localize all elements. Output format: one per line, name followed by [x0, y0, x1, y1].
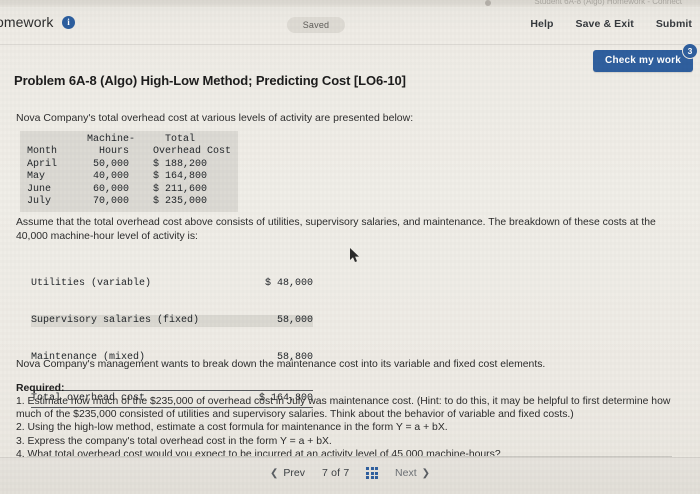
chevron-right-icon: ❯: [421, 467, 431, 479]
breakdown-label: Supervisory salaries (fixed): [31, 315, 200, 327]
table-row-total: Total overhead cost $ 164,800: [31, 390, 313, 408]
page-indicator: 7 of 7: [321, 467, 350, 479]
breakdown-value: 58,800: [276, 352, 313, 364]
app-header: omework i Saved Help Save & Exit Submit: [0, 7, 700, 45]
activity-levels-table: Machine- Total Month Hours Overhead Cost…: [20, 131, 239, 213]
browser-tab-title: Student 6A-8 (Algo) Homework - Connect: [534, 0, 682, 6]
list-item: 3. Express the company's total overhead …: [16, 435, 332, 447]
pager: ❮ Prev 7 of 7 Next ❯: [270, 467, 430, 479]
save-exit-link[interactable]: Save & Exit: [575, 18, 634, 30]
required-list: 1. Estimate how much of the $235,000 of …: [16, 395, 688, 461]
grid-icon[interactable]: [366, 467, 379, 479]
check-my-work-wrapper: Check my work 3: [593, 43, 698, 72]
header-links: Help Save & Exit Submit: [530, 18, 692, 30]
breakdown-label: Utilities (variable): [31, 277, 152, 289]
main-content: Problem 6A-8 (Algo) High-Low Method; Pre…: [0, 38, 700, 488]
header-divider: [0, 44, 700, 45]
problem-intro-text: Nova Company's total overhead cost at va…: [16, 112, 414, 124]
cost-breakdown-table: Utilities (variable) $ 48,000 Supervisor…: [24, 250, 320, 437]
circle-icon: [485, 0, 491, 6]
check-my-work-button[interactable]: Check my work: [593, 50, 693, 72]
table-row: Supervisory salaries (fixed) 58,000: [31, 315, 313, 328]
next-button[interactable]: Next ❯: [395, 467, 430, 479]
prev-button[interactable]: ❮ Prev: [270, 467, 305, 479]
breakdown-label: Maintenance (mixed): [31, 352, 146, 364]
management-paragraph: Nova Company's management wants to break…: [16, 359, 546, 370]
list-item: 1. Estimate how much of the $235,000 of …: [16, 396, 671, 421]
page-title: omework: [0, 14, 54, 30]
prev-label: Prev: [283, 467, 305, 479]
table-row: Maintenance (mixed) 58,800: [31, 352, 313, 364]
breakdown-total-label: Total overhead cost: [31, 393, 146, 405]
next-label: Next: [395, 467, 417, 479]
required-label: Required:: [16, 383, 65, 394]
problem-title: Problem 6A-8 (Algo) High-Low Method; Pre…: [14, 73, 406, 88]
browser-chrome-sliver: Student 6A-8 (Algo) Homework - Connect: [0, 0, 700, 7]
assume-paragraph: Assume that the total overhead cost abov…: [16, 217, 656, 242]
list-item: 2. Using the high-low method, estimate a…: [16, 422, 448, 434]
breakdown-value: 58,000: [276, 315, 313, 327]
table-row: Utilities (variable) $ 48,000: [31, 278, 313, 290]
breakdown-value: $ 48,000: [264, 277, 313, 289]
breakdown-total-value: $ 164,800: [258, 393, 313, 405]
list-item: 4. What total overhead cost would you ex…: [16, 448, 501, 460]
check-my-work-badge: 3: [682, 43, 698, 59]
status-badge-saved: Saved: [287, 17, 345, 33]
submit-link[interactable]: Submit: [655, 18, 692, 30]
chevron-left-icon: ❮: [269, 467, 279, 479]
info-icon[interactable]: i: [62, 16, 75, 29]
help-link[interactable]: Help: [530, 18, 554, 30]
footer-bar: ❮ Prev 7 of 7 Next ❯: [0, 457, 700, 494]
